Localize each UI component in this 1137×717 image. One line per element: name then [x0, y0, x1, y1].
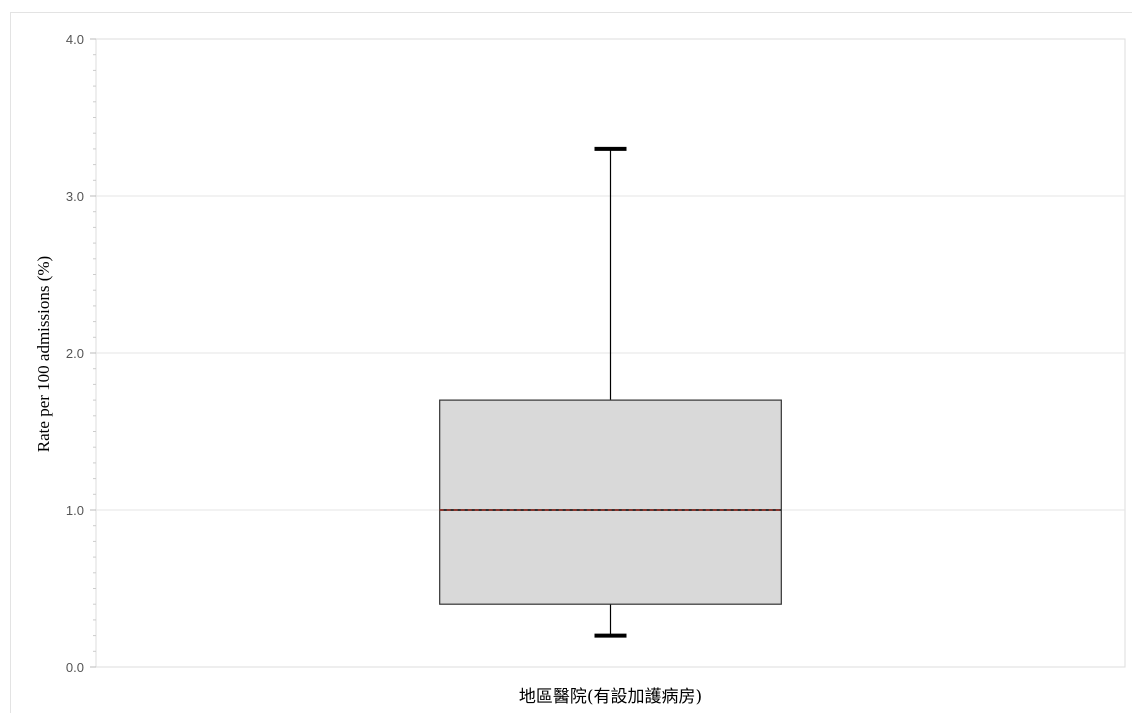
y-tick-label: 1.0 [66, 503, 84, 518]
y-axis-title: Rate per 100 admissions (%) [34, 256, 53, 452]
chart-frame [10, 12, 1132, 713]
x-category-label: 地區醫院(有設加護病房) [519, 687, 702, 707]
y-tick-label: 2.0 [66, 346, 84, 361]
y-tick-label: 4.0 [66, 32, 84, 47]
iqr-box [439, 399, 782, 605]
y-tick-label: 0.0 [66, 660, 84, 675]
y-tick-label: 3.0 [66, 189, 84, 204]
